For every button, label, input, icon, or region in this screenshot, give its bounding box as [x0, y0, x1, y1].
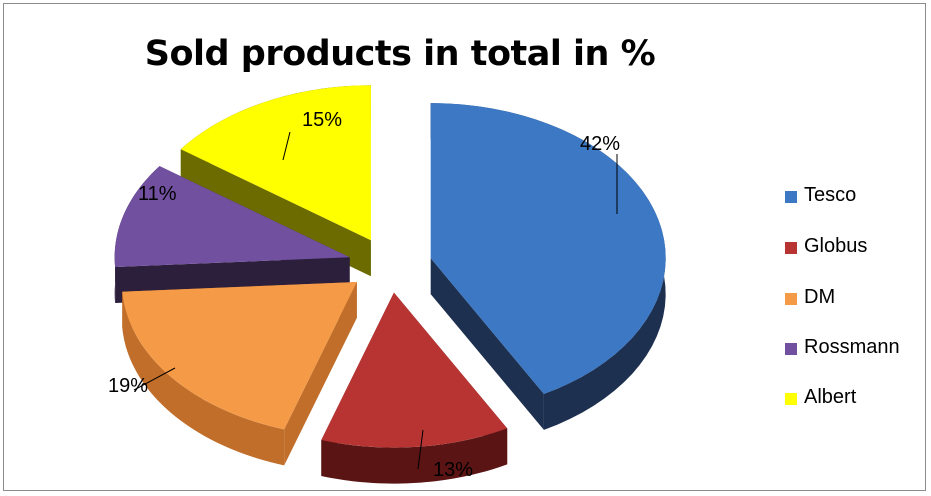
legend-item-globus: Globus	[785, 233, 925, 263]
leader-line-globus	[417, 429, 424, 470]
legend-item-albert: Albert	[785, 384, 925, 414]
pie-slice-tesco	[430, 103, 666, 430]
pie-slice-top-dm	[122, 281, 357, 430]
legend-swatch-rossmann	[785, 343, 797, 355]
chart-title: Sold products in total in %	[144, 34, 656, 74]
leader-line-albert	[282, 131, 291, 161]
legend-item-tesco: Tesco	[785, 182, 925, 212]
data-label-dm: 19%	[108, 375, 148, 397]
pie-slice-globus	[321, 292, 508, 484]
pie-slice-edge-globus	[321, 428, 508, 484]
pie-slice-edge-dm	[122, 291, 285, 466]
data-label-albert: 15%	[302, 109, 342, 131]
data-label-tesco: 42%	[580, 133, 620, 155]
pie-slice-side-albert	[180, 149, 371, 277]
legend-swatch-tesco	[785, 191, 797, 203]
legend-swatch-dm	[785, 293, 797, 305]
pie-slice-top-rossmann	[114, 166, 350, 267]
pie-slice-top-albert	[180, 85, 371, 241]
pie-slice-top-tesco	[430, 103, 666, 394]
legend-label-rossmann: Rossmann	[804, 336, 900, 358]
data-label-rossmann: 11%	[138, 183, 177, 205]
legend-label-globus: Globus	[804, 235, 868, 257]
pie-slice-side-tesco	[430, 258, 544, 430]
pie-slice-side-dm	[284, 281, 357, 466]
pie-slice-dm	[122, 281, 357, 466]
data-label-globus: 13%	[433, 459, 473, 481]
legend-label-dm: DM	[804, 286, 836, 308]
pie-slice-top-globus	[321, 292, 508, 448]
legend-item-rossmann: Rossmann	[785, 334, 925, 364]
legend-label-albert: Albert	[804, 386, 857, 408]
legend-swatch-albert	[785, 393, 797, 405]
legend-swatch-globus	[785, 242, 797, 254]
legend-label-tesco: Tesco	[804, 184, 857, 206]
leader-line-dm	[133, 367, 176, 391]
pie-slice-albert	[180, 85, 371, 277]
legend-item-dm: DM	[785, 284, 925, 314]
